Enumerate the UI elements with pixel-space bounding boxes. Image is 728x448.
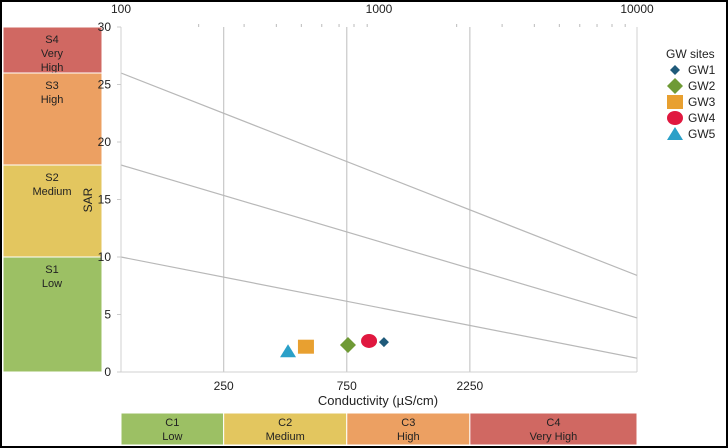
salinity-class-label: Medium [266,431,305,443]
y-tick-label: 30 [98,20,112,34]
marker-gw5 [280,344,297,358]
sodium-class-s3 [2,72,103,166]
marker-gw3 [667,95,683,109]
x-tick-label: 250 [214,379,234,393]
marker-gw5 [667,127,683,140]
sodium-class-label: S4 [45,34,58,46]
y-tick-label: 0 [104,365,111,379]
salinity-class-code: C1 [165,417,179,429]
marker-gw4 [361,333,378,348]
marker-gw2 [667,78,683,94]
marker-gw1 [670,65,680,75]
x-axis-label: Conductivity (µS/cm) [318,393,438,408]
marker-gw4 [667,111,683,125]
salinity-class-code: C2 [278,417,292,429]
class-boundary-line [120,72,638,276]
x-tick-label: 750 [337,379,357,393]
sodium-class-s1 [2,256,103,373]
legend-title: GW sites [666,47,715,61]
y-tick-label: 10 [98,250,112,264]
sodium-class-label: Low [42,278,62,290]
y-axis-label: SAR [81,187,95,212]
sodium-class-label: S2 [45,172,58,184]
salinity-class-c4 [469,412,638,446]
marker-gw2 [339,336,356,353]
top-tick-label: 10000 [620,2,654,16]
sodium-class-label: High [41,62,64,74]
salinity-class-label: Low [162,431,182,443]
class-boundary-line [120,164,638,319]
salinity-class-label: High [397,431,420,443]
legend-label: GW2 [688,79,716,93]
y-tick-label: 15 [98,193,112,207]
salinity-class-c1 [120,412,225,446]
top-tick-label: 100 [111,2,131,16]
salinity-class-c2 [223,412,348,446]
salinity-class-c3 [346,412,471,446]
y-tick-label: 25 [98,78,112,92]
marker-gw3 [297,339,314,354]
salinity-class-label: Very High [530,431,578,443]
y-tick-label: 5 [104,308,111,322]
sodium-class-label: S1 [45,264,58,276]
legend-label: GW3 [688,95,716,109]
marker-gw1 [378,337,389,348]
legend-label: GW4 [688,111,716,125]
legend-label: GW1 [688,63,716,77]
sodium-class-label: S3 [45,80,58,92]
x-tick-label: 2250 [457,379,484,393]
salinity-class-code: C4 [546,417,560,429]
legend-label: GW5 [688,127,716,141]
salinity-class-code: C3 [401,417,415,429]
sodium-class-s2 [2,164,103,258]
top-tick-label: 1000 [366,2,393,16]
sodium-class-label: High [41,94,64,106]
class-boundary-line [120,256,638,359]
sodium-class-label: Medium [32,186,71,198]
sodium-class-label: Very [41,48,64,60]
y-tick-label: 20 [98,135,112,149]
